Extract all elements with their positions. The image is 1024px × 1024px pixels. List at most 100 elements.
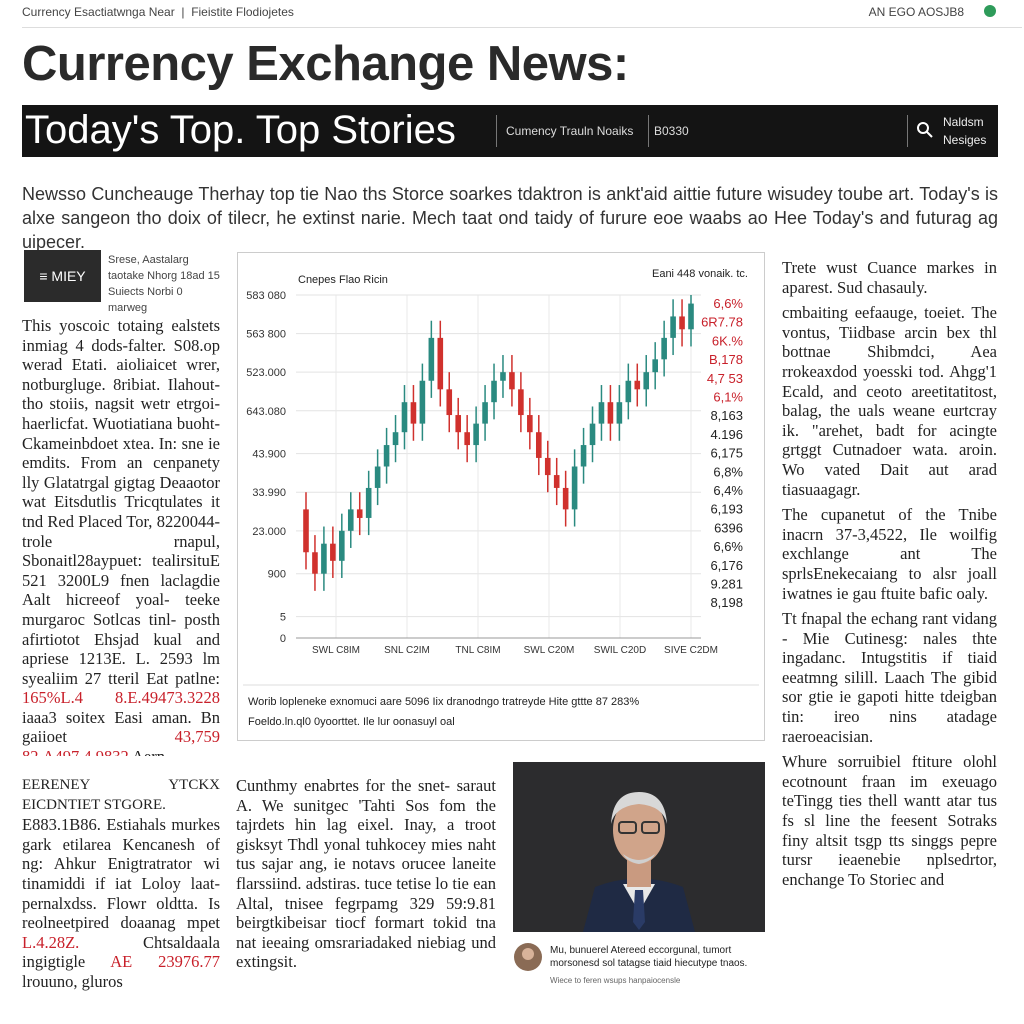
x-tick-label: SNL C2IM [384,645,430,656]
x-tick-label: SIVE C2DM [664,645,718,656]
site-name: Currency Esactiatwnga Near [22,5,175,19]
banner-right-1: Naldsm [943,115,984,129]
date: AN EGO AOSJB8 [868,5,964,19]
candle-body [598,402,605,424]
y-tick-label: 23.000 [252,526,286,538]
candle-body [401,402,408,433]
text-run: Chtsaldaala ingigtigle [22,932,220,972]
banner-right[interactable]: Naldsm Nesiges [943,113,986,149]
photo [513,762,765,932]
candle-body [661,337,667,360]
paragraph: Tt fnapal the echang rant vidang - Mie C… [782,609,997,746]
text-run: 165%L.4 8.E.49473.3228 [22,688,220,708]
candle-body [464,432,470,446]
side-label: 6396 [714,520,743,535]
candle-body [518,389,524,416]
menu-button[interactable]: ≡ MIEY [24,250,101,302]
candle-body [419,380,426,424]
candle-body [428,337,435,381]
side-label: 6,4% [713,483,743,498]
candle-body [303,509,309,553]
candle-body [339,530,345,561]
search-icon[interactable] [915,120,935,140]
side-label: 8,198 [710,595,743,610]
candle-body [625,380,632,403]
bottom-mid: Cunthmy enabrtes for the snet- saraut A.… [236,776,496,972]
chart: Cnepes Flao Ricin Eani 448 vonaik. tc. 0 5 9… [243,268,759,728]
side-label: 4.196 [710,427,743,442]
side-label: 6,175 [710,446,743,461]
right-column: Trete wust Cuance markes in aparest. Sud… [782,258,997,998]
lead: Newsso Cuncheauge Therhay top tie Nao th… [22,184,998,252]
text-run: Aern [132,747,165,756]
status-icon[interactable] [984,5,996,17]
candle-body [491,380,497,403]
candle-body [330,543,336,561]
text-run: AE 23976.77 [110,952,220,972]
y-tick-label: 583 080 [246,290,286,302]
divider [907,115,908,147]
paragraph: The cupanetut of the Tnibe inacrn 37-3,4… [782,505,997,603]
text-run: lrouuno, gluros [22,971,123,991]
x-tick-label: SWL C20M [524,645,575,656]
side-label: 8,163 [710,408,743,423]
text-run: E883.1B86. Estiahals murkes gark etilare… [22,815,220,933]
y-tick-label: 900 [268,569,286,581]
side-label: 6,6% [713,296,743,311]
candle-body [392,432,399,446]
side-label: 6,193 [710,502,743,517]
candle-body [509,372,515,390]
y-tick-label: 33.990 [252,487,286,499]
candle-body [527,415,533,433]
candle-body [312,552,318,574]
side-label: 6,8% [713,464,743,479]
candle-body [374,466,381,488]
side-label: 6,176 [710,558,743,573]
bottom-left-text: E883.1B86. Estiahals murkes gark etilare… [22,815,220,991]
candle-body [410,402,417,424]
photo-credit: Wiece to feren wsups hanpaiocensle [550,976,681,985]
y-tick-label: 523.000 [246,367,286,379]
divider [496,115,497,147]
candle-body [473,423,479,446]
candle-body [553,475,560,488]
candle-body [356,509,363,518]
side-label: 6,6% [713,539,743,554]
candle-body [679,316,685,330]
candle-body [607,402,614,424]
x-tick-label: SWIL C20D [594,645,646,656]
candle-body [652,359,658,373]
subheading: EERENEY YTCKX EICDNTIET STGORE. [22,777,220,813]
candle-body [347,509,354,531]
y-tick-label: 643.080 [246,406,286,418]
candle-body [482,402,488,424]
text-run: This yoscoic totaing ealstets inmiag 4 d… [22,316,220,688]
text-run: L.4.28Z. [22,932,80,952]
paragraph: cmbaiting eefaauge, toeiet. The vontus, … [782,303,997,499]
side-label: 9.281 [710,577,743,592]
candle-body [535,432,542,458]
y-tick-label: 0 [280,633,286,645]
side-label: B,178 [709,352,743,367]
candle-body [571,466,578,510]
banner-title: Today's Top. Top Stories [25,108,456,152]
y-tick-label: 43.900 [252,449,286,461]
section: Fieistite Flodiojetes [191,5,294,19]
menu-note: Srese, Aastalarg taotake Nhorg 18ad 15 S… [108,254,220,314]
y-tick-label: 5 [280,612,286,624]
left-column: This yoscoic totaing ealstets inmiag 4 d… [22,316,220,756]
chart-caption: Worib lopleneke exnomuci aare 5096 Iix d… [248,696,639,708]
photo-caption: Mu, bunuerel Atereed eccorgunal, tumort … [550,945,748,969]
avatar [514,943,542,971]
candle-body [562,487,569,510]
candle-body [383,445,390,467]
candle-body [580,445,587,467]
side-label: 6,1% [713,390,743,405]
side-label: 6R7.78 [701,315,743,330]
candle-body [616,402,623,424]
banner-link[interactable]: Cumency Trauln Noaiks [506,124,634,138]
top-left: Currency Esactiatwnga Near | Fieistite F… [22,5,294,19]
paragraph: Trete wust Cuance markes in aparest. Sud… [782,258,997,297]
paragraph: Whure sorruibiel ftiture olohl ecotnount… [782,752,997,889]
